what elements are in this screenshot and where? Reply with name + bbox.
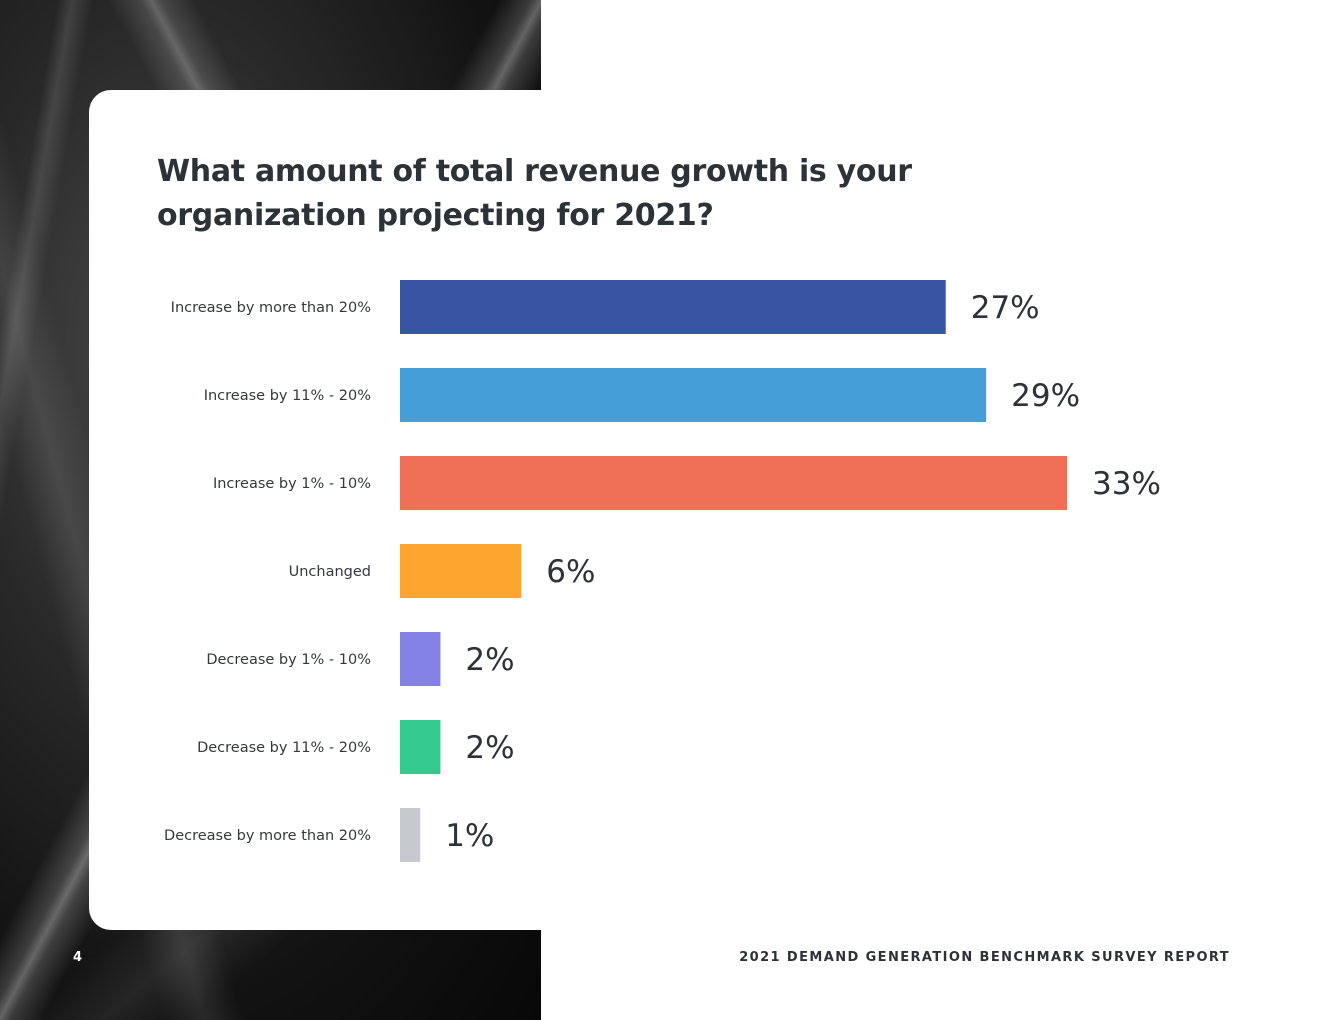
value-label-decrease-by-11pct-20pct: 2% xyxy=(465,730,514,766)
bar-increase-by-11pct-20pct xyxy=(400,368,987,422)
bar-decrease-by-1pct-10pct xyxy=(400,632,441,686)
category-label-increase-by-11pct-20pct: Increase by 11% - 20% xyxy=(204,388,371,404)
report-title: 2021 DEMAND GENERATION BENCHMARK SURVEY … xyxy=(739,950,1230,965)
value-label-increase-by-more-than-20pct: 27% xyxy=(971,290,1040,326)
value-label-unchanged: 6% xyxy=(546,554,595,590)
chart-title: What amount of total revenue growth is y… xyxy=(157,154,912,233)
category-label-increase-by-more-than-20pct: Increase by more than 20% xyxy=(171,300,371,316)
category-label-increase-by-1pct-10pct: Increase by 1% - 10% xyxy=(213,476,371,492)
bar-unchanged xyxy=(400,544,522,598)
bar-decrease-by-11pct-20pct xyxy=(400,720,441,774)
bar-increase-by-more-than-20pct xyxy=(400,280,946,334)
bar-increase-by-1pct-10pct xyxy=(400,456,1067,510)
category-label-unchanged: Unchanged xyxy=(289,564,371,580)
category-label-decrease-by-more-than-20pct: Decrease by more than 20% xyxy=(164,828,371,844)
value-label-decrease-by-1pct-10pct: 2% xyxy=(465,642,514,678)
value-label-increase-by-11pct-20pct: 29% xyxy=(1011,378,1080,414)
category-label-decrease-by-1pct-10pct: Decrease by 1% - 10% xyxy=(206,652,371,668)
bar-decrease-by-more-than-20pct xyxy=(400,808,421,862)
value-label-decrease-by-more-than-20pct: 1% xyxy=(445,818,494,854)
page-number: 4 xyxy=(73,950,83,965)
value-label-increase-by-1pct-10pct: 33% xyxy=(1092,466,1161,502)
category-label-decrease-by-11pct-20pct: Decrease by 11% - 20% xyxy=(197,740,371,756)
